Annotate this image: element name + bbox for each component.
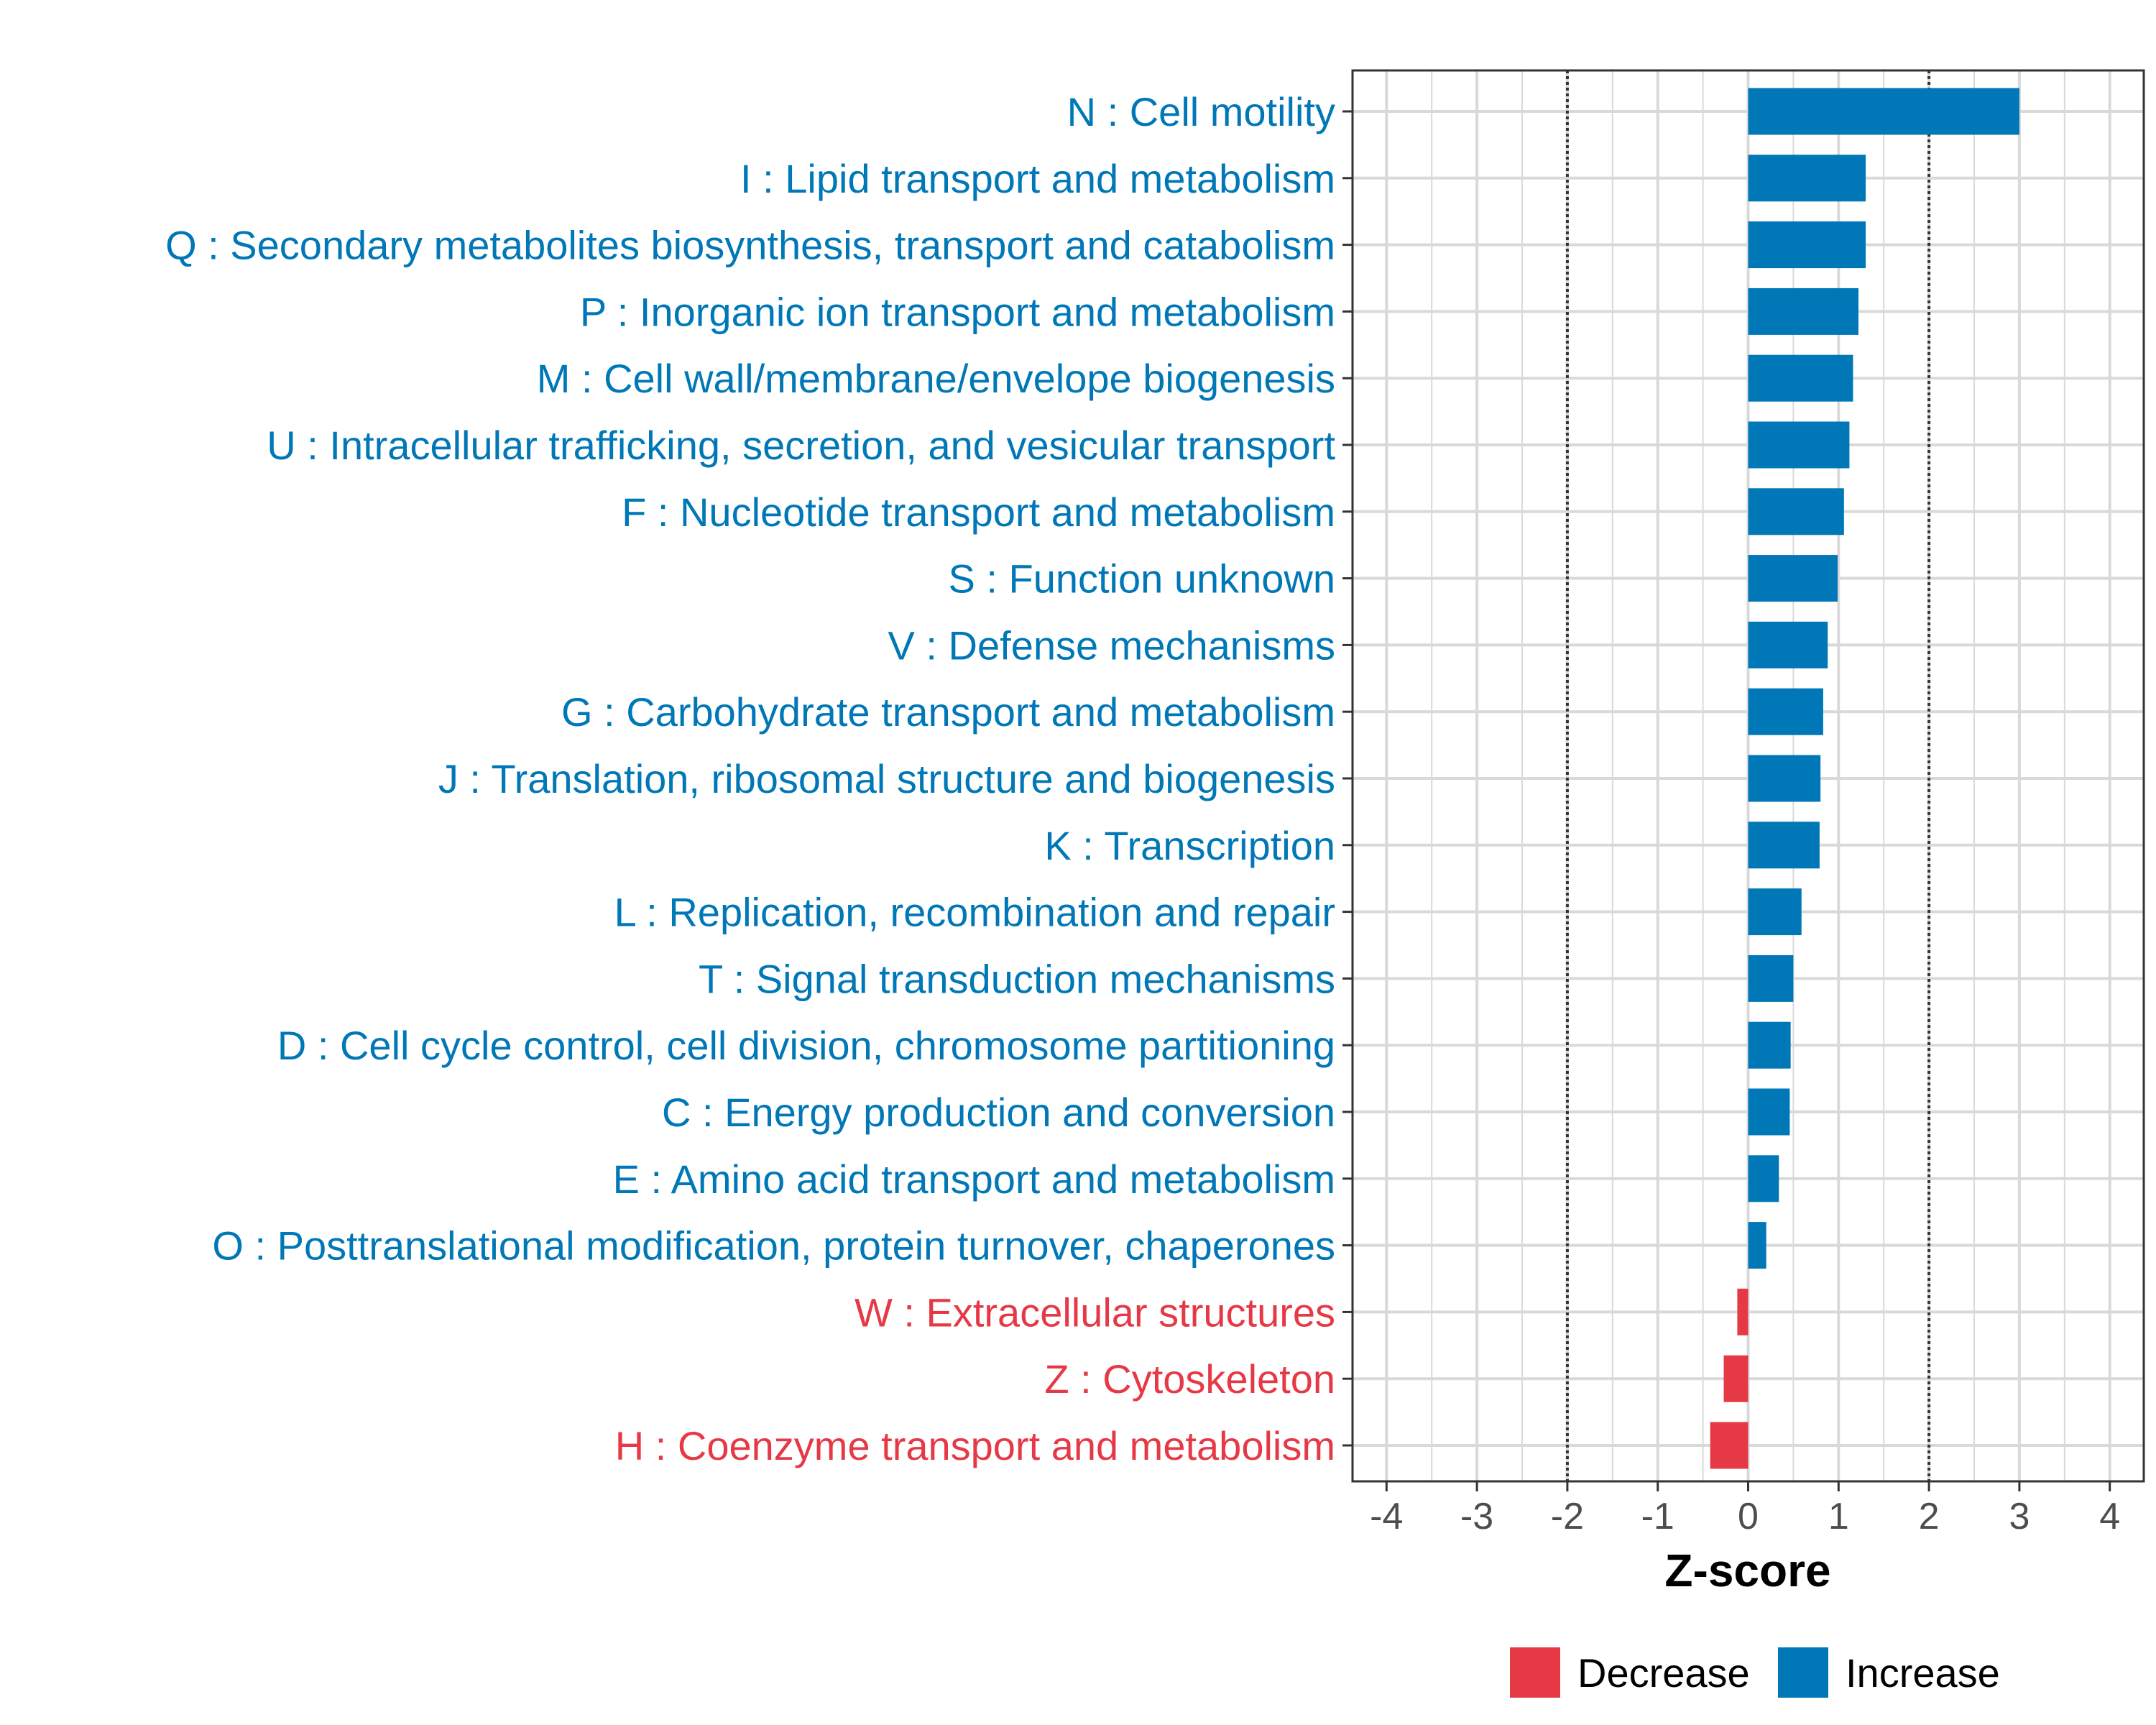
category-label: N : Cell motility: [1067, 89, 1335, 134]
x-tick-label: 1: [1828, 1496, 1849, 1537]
category-labels: N : Cell motility I : Lipid transport and…: [165, 89, 1335, 1468]
bar: [1748, 755, 1821, 802]
category-label: H : Coenzyme transport and metabolism: [615, 1423, 1335, 1468]
legend-swatch-decrease: [1510, 1647, 1560, 1698]
category-label: C : Energy production and conversion: [662, 1090, 1335, 1135]
bar: [1748, 621, 1828, 668]
bar: [1748, 1021, 1791, 1069]
category-label: K : Transcription: [1044, 823, 1335, 868]
legend-label-increase: Increase: [1846, 1650, 2000, 1696]
x-tick-label: -2: [1551, 1496, 1584, 1537]
category-label: U : Intracellular trafficking, secretion…: [267, 423, 1335, 468]
bar: [1748, 688, 1823, 735]
category-label: I : Lipid transport and metabolism: [740, 156, 1335, 201]
legend-swatch-increase: [1778, 1647, 1828, 1698]
bar: [1748, 354, 1853, 402]
category-label: E : Amino acid transport and metabolism: [613, 1156, 1335, 1202]
legend: Decrease Increase: [1510, 1647, 2000, 1698]
category-label: Z : Cytoskeleton: [1044, 1356, 1335, 1402]
x-tick-label: -3: [1460, 1496, 1493, 1537]
x-tick-label: -4: [1370, 1496, 1403, 1537]
x-axis-title: Z-score: [1664, 1545, 1830, 1596]
x-axis-ticks: -4 -3 -2 -1 0 1 2 3 4: [1370, 1481, 2120, 1537]
reference-lines: [1565, 70, 1931, 1481]
bar: [1748, 1222, 1766, 1269]
bar: [1748, 822, 1820, 869]
category-label: P : Inorganic ion transport and metaboli…: [580, 289, 1335, 334]
y-axis-ticks: [1342, 110, 1353, 1447]
category-label: F : Nucleotide transport and metabolism: [622, 489, 1335, 535]
bars: [1710, 88, 2019, 1469]
category-label: D : Cell cycle control, cell division, c…: [277, 1023, 1335, 1068]
bar: [1737, 1288, 1749, 1335]
bar: [1748, 488, 1844, 535]
x-tick-label: 2: [1919, 1496, 1940, 1537]
bar: [1748, 88, 2019, 135]
bar: [1748, 155, 1866, 202]
x-tick-label: -1: [1641, 1496, 1674, 1537]
category-label: M : Cell wall/membrane/envelope biogenes…: [537, 356, 1335, 401]
x-tick-label: 4: [2099, 1496, 2120, 1537]
category-label: J : Translation, ribosomal structure and…: [438, 756, 1335, 801]
category-label: Q : Secondary metabolites biosynthesis, …: [165, 223, 1335, 268]
category-label: G : Carbohydrate transport and metabolis…: [561, 689, 1335, 735]
bar: [1748, 1088, 1790, 1136]
bar: [1748, 221, 1866, 269]
bar: [1748, 888, 1802, 936]
legend-label-decrease: Decrease: [1577, 1650, 1750, 1696]
bar: [1748, 421, 1850, 469]
bar: [1748, 555, 1838, 602]
category-label: V : Defense mechanisms: [888, 622, 1335, 668]
bar: [1748, 954, 1794, 1002]
bar: [1710, 1422, 1749, 1469]
category-label: S : Function unknown: [948, 556, 1335, 602]
bar: [1723, 1355, 1749, 1402]
x-tick-label: 0: [1738, 1496, 1759, 1537]
category-label: O : Posttranslational modification, prot…: [212, 1223, 1335, 1269]
category-label: T : Signal transduction mechanisms: [699, 956, 1335, 1001]
x-tick-label: 3: [2009, 1496, 2030, 1537]
bar: [1748, 288, 1858, 335]
category-label: W : Extracellular structures: [854, 1289, 1335, 1335]
category-label: L : Replication, recombination and repai…: [614, 890, 1335, 935]
bar: [1748, 1155, 1779, 1202]
